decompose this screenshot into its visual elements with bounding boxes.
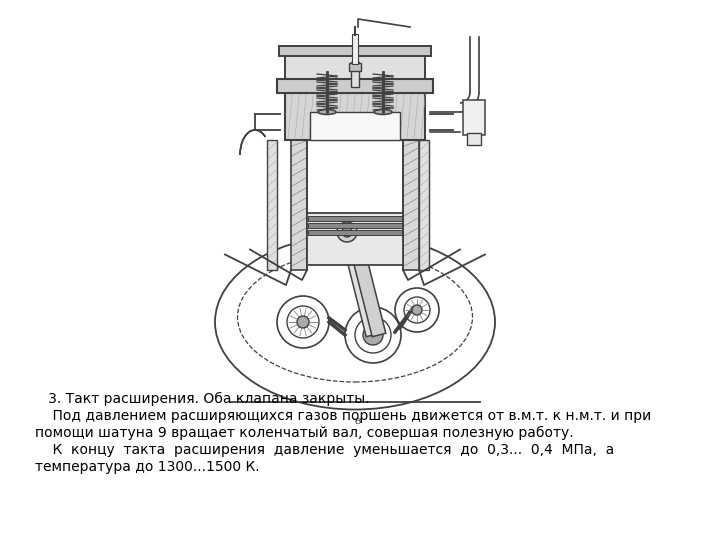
Bar <box>308 216 402 221</box>
Bar <box>285 85 425 140</box>
Ellipse shape <box>318 110 336 114</box>
Bar <box>285 51 425 79</box>
Polygon shape <box>346 230 386 337</box>
Polygon shape <box>341 230 379 337</box>
Circle shape <box>297 316 309 328</box>
Bar <box>349 63 361 71</box>
Text: Под давлением расширяющихся газов поршень движется от в.м.т. к н.м.т. и при: Под давлением расширяющихся газов поршен… <box>35 409 652 423</box>
Text: температура до 1300...1500 К.: температура до 1300...1500 К. <box>35 460 260 474</box>
Bar <box>308 230 402 235</box>
Bar <box>467 133 481 145</box>
Circle shape <box>337 222 357 242</box>
Circle shape <box>342 227 352 237</box>
Circle shape <box>363 325 383 345</box>
Bar <box>403 140 419 270</box>
Circle shape <box>412 305 422 315</box>
Bar <box>308 223 402 228</box>
Bar <box>310 112 400 140</box>
Bar <box>463 100 485 135</box>
Text: в: в <box>355 416 361 427</box>
Bar <box>419 140 429 270</box>
Text: помощи шатуна 9 вращает коленчатый вал, совершая полезную работу.: помощи шатуна 9 вращает коленчатый вал, … <box>35 426 574 440</box>
Bar <box>267 140 277 270</box>
Bar <box>352 34 358 64</box>
Bar <box>351 62 359 87</box>
Bar <box>279 46 431 56</box>
Bar <box>291 140 307 270</box>
Bar <box>277 79 433 93</box>
Bar <box>307 213 403 265</box>
Ellipse shape <box>374 110 392 114</box>
Text: 3. Такт расширения. Оба клапана закрыты.: 3. Такт расширения. Оба клапана закрыты. <box>35 392 369 406</box>
Text: К  концу  такта  расширения  давление  уменьшается  до  0,3...  0,4  МПа,  а: К концу такта расширения давление уменьш… <box>35 443 614 457</box>
